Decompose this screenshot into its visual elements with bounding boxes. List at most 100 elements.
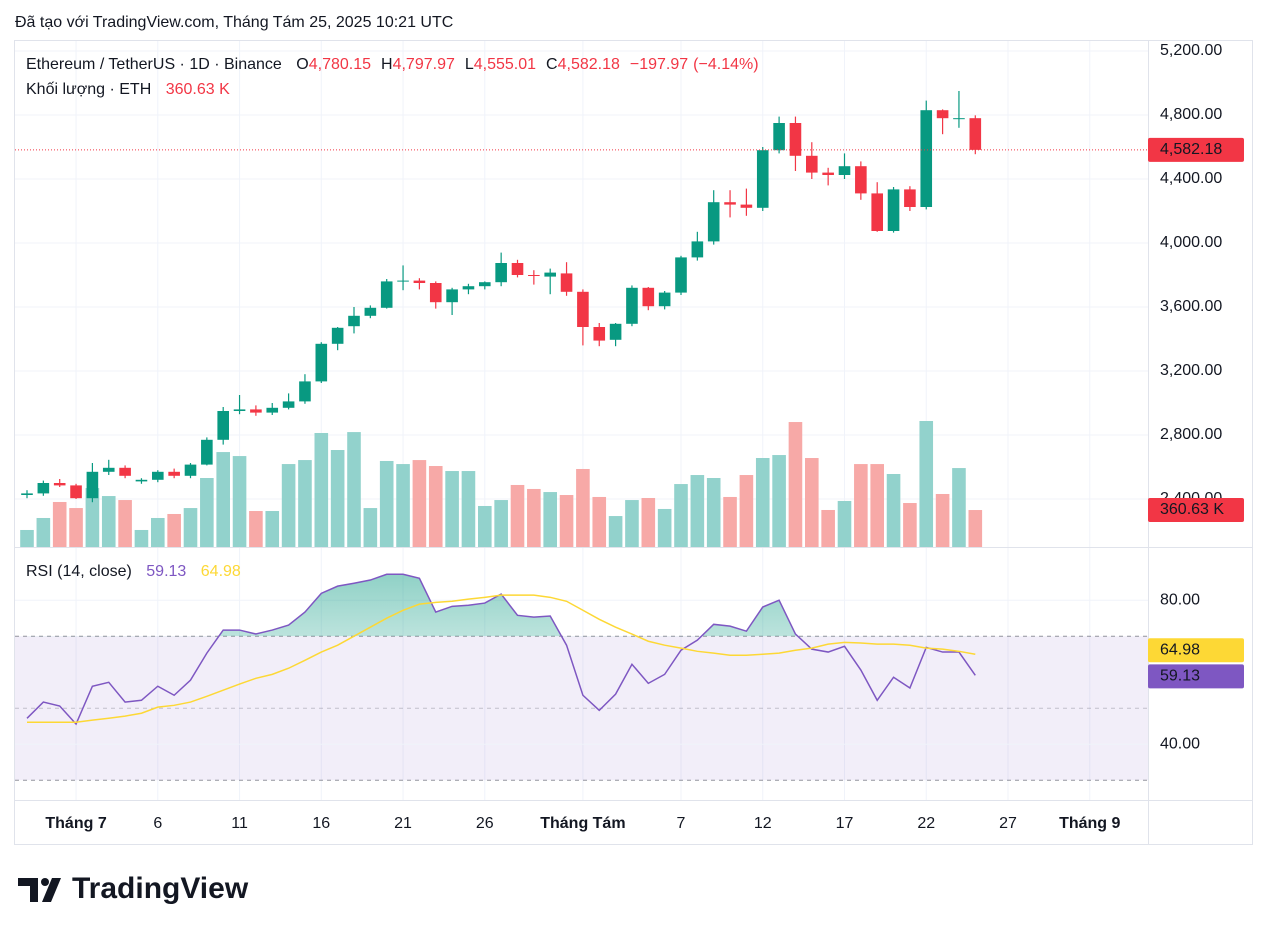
rsi-value: 59.13 xyxy=(146,563,186,580)
volume-bar xyxy=(134,529,149,547)
volume-bar xyxy=(69,508,83,547)
x-tick-label: 27 xyxy=(999,815,1017,832)
candle-body xyxy=(707,202,720,242)
volume-bar xyxy=(118,500,132,547)
volume-last-box xyxy=(1148,498,1244,523)
volume-bar xyxy=(870,464,884,547)
y-tick-label: 2,800.00 xyxy=(1160,426,1222,443)
symbol: Ethereum / TetherUS · 1D · Binance xyxy=(26,56,282,73)
candle-body xyxy=(887,189,900,231)
legend-change: −197.97 xyxy=(630,56,688,73)
candle-body xyxy=(184,464,197,476)
volume-bar xyxy=(968,510,983,547)
legend-value: 4,797.97 xyxy=(393,56,455,73)
candle-body xyxy=(756,150,769,208)
candle-body xyxy=(102,467,115,472)
volume-bar xyxy=(363,508,378,547)
candle-body xyxy=(70,485,82,499)
logo xyxy=(18,878,61,902)
volume-bar xyxy=(412,460,427,547)
candle-body xyxy=(511,263,524,275)
candle-body xyxy=(953,118,965,120)
candle-body xyxy=(609,323,622,340)
volume-bar xyxy=(494,500,508,547)
volume-bar xyxy=(821,509,835,547)
x-tick-label: Tháng 7 xyxy=(45,815,106,832)
candle-body xyxy=(658,292,671,307)
x-tick-label: Tháng Tám xyxy=(540,815,625,832)
volume-bar xyxy=(232,456,247,547)
x-tick-label: 6 xyxy=(153,815,162,832)
x-tick-label: 16 xyxy=(312,815,330,832)
volume-legend: Khối lượng · ETH 360.63 K xyxy=(26,81,230,98)
candle-body xyxy=(446,289,458,303)
volume-bar xyxy=(706,478,721,547)
candle-body xyxy=(969,118,982,150)
volume-bar xyxy=(837,500,852,547)
volume-bar xyxy=(183,508,198,547)
header: Đã tạo với TradingView.com, Tháng Tám 25… xyxy=(15,14,453,31)
candle-body xyxy=(299,381,311,402)
volume-bar xyxy=(445,471,459,547)
volume-bar xyxy=(576,468,590,547)
volume-bar xyxy=(151,517,165,547)
volume-bar xyxy=(903,503,917,547)
volume-bar xyxy=(543,492,557,547)
candle-body xyxy=(462,286,475,290)
volume-bar xyxy=(919,421,934,547)
candle-body xyxy=(544,272,556,277)
candle-body xyxy=(331,327,344,344)
volume-bar xyxy=(200,478,214,547)
volume-bar xyxy=(559,495,574,547)
volume-bar xyxy=(935,493,950,547)
candle-body xyxy=(577,291,589,327)
candle-body xyxy=(37,483,50,494)
volume-bar xyxy=(216,452,230,547)
candle-body xyxy=(724,202,736,205)
legend-key: L xyxy=(465,56,474,73)
candle-body xyxy=(936,110,949,119)
last-price-label: 4,582.18 xyxy=(1160,141,1222,158)
volume-bar xyxy=(314,432,329,547)
volume-bar xyxy=(396,464,410,547)
volume-bar xyxy=(85,488,100,547)
candle-body xyxy=(429,283,442,303)
y-tick-label: 3,600.00 xyxy=(1160,298,1222,315)
candle-body xyxy=(282,401,295,408)
volume-bar xyxy=(461,471,476,547)
volume-bar xyxy=(265,511,280,547)
candle-body xyxy=(315,343,328,382)
candle-body xyxy=(364,307,377,316)
candle-body xyxy=(560,273,573,292)
x-tick-label: 12 xyxy=(754,815,772,832)
footer-logo: TradingView xyxy=(72,872,249,905)
volume-bar xyxy=(330,450,345,547)
candle-body xyxy=(21,493,33,495)
volume-bar xyxy=(478,505,492,547)
legend-key: O xyxy=(296,56,308,73)
candle-body xyxy=(119,467,131,476)
volume-bar xyxy=(788,422,803,547)
candle-body xyxy=(838,166,851,175)
rsi-ma-last-label: 64.98 xyxy=(1160,641,1200,658)
candle-body xyxy=(168,471,180,476)
legend-key: C xyxy=(546,56,558,73)
candle-body xyxy=(397,280,409,282)
volume-name: Khối lượng · ETH xyxy=(26,81,151,98)
candle-body xyxy=(871,193,883,231)
legend-value: 4,780.15 xyxy=(309,56,371,73)
x-tick-label: 11 xyxy=(231,815,248,832)
candle-body xyxy=(217,411,229,440)
candle-body xyxy=(626,287,638,324)
candle-body xyxy=(152,471,164,480)
candle-body xyxy=(266,407,279,413)
candle-body xyxy=(495,263,507,283)
volume-bar xyxy=(428,466,443,547)
volume-bar xyxy=(608,516,623,547)
candle-body xyxy=(789,123,802,156)
x-tick-label: 21 xyxy=(394,815,412,832)
candle-body xyxy=(642,287,655,307)
rsi-ma-last-box xyxy=(1148,638,1244,663)
rsi-ma-line xyxy=(27,594,976,723)
candle-body xyxy=(740,204,753,208)
